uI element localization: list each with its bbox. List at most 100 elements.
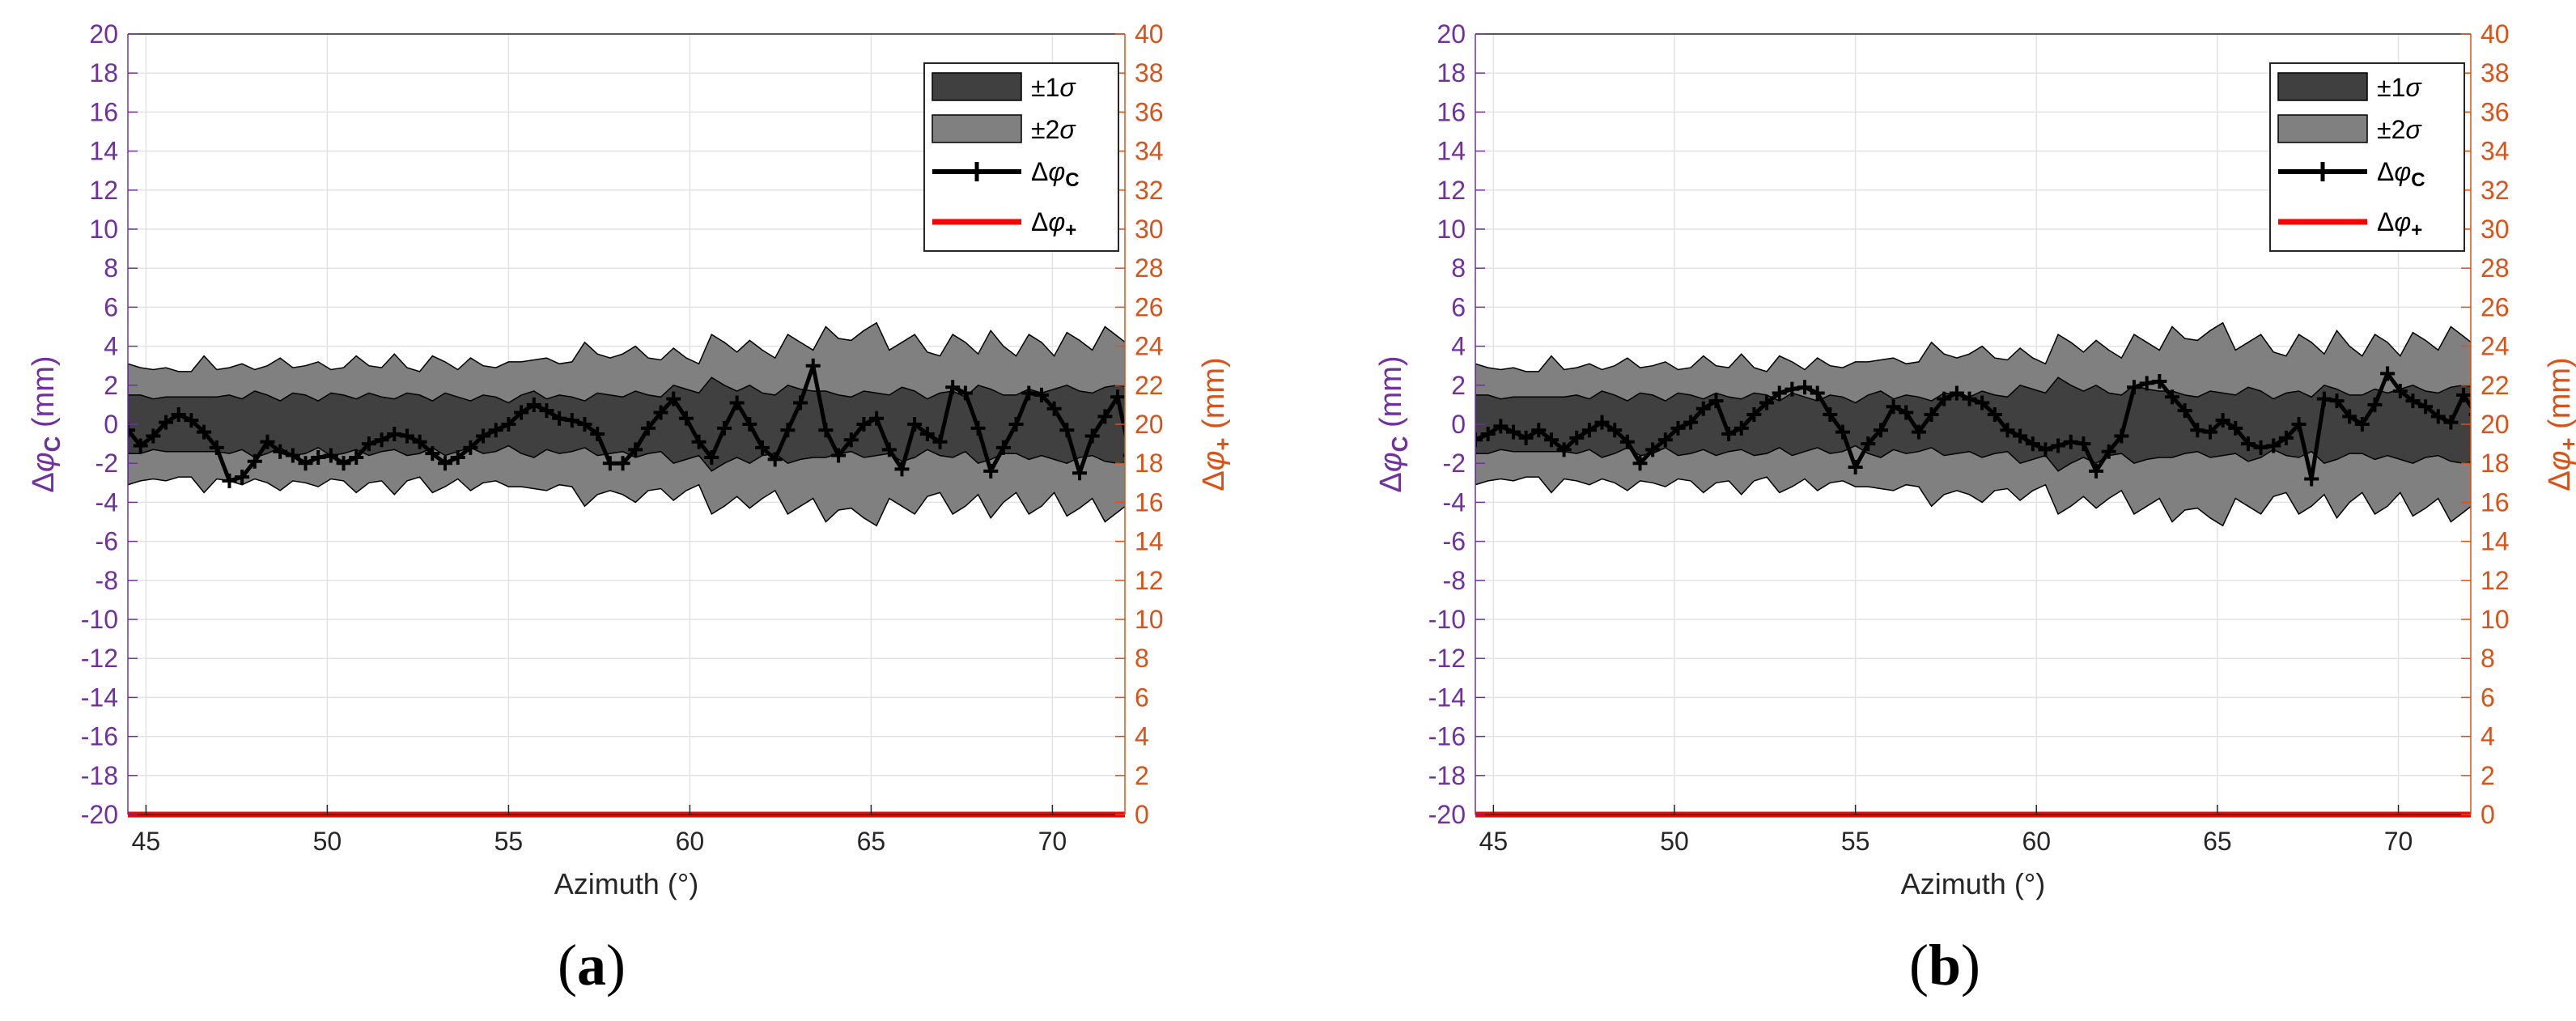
series-point-delta-phi-c (1326, 432, 1341, 447)
y-left-tick-label: 20 (89, 19, 118, 49)
series-point-delta-phi-c (1543, 432, 1559, 448)
y-right-tick-label: 24 (2481, 332, 2510, 361)
x-tick-label: 70 (1038, 827, 1067, 856)
y-left-tick-label: 16 (89, 97, 118, 126)
chart-panel-a: 45 50 55 60 65 70-20-18-16-14-12-10-8-6-4-202… (27, 19, 1429, 900)
series-point-delta-phi-c (945, 380, 961, 395)
legend-label: ΔφC (2377, 157, 2425, 191)
series-point-delta-phi-c (235, 470, 250, 485)
series-point-delta-phi-c (184, 413, 199, 428)
series-point-delta-phi-c (742, 417, 758, 432)
series-point-delta-phi-c (1734, 420, 1749, 436)
y-left-tick-label: 8 (1451, 253, 1466, 283)
y-right-tick-label: 18 (2481, 449, 2510, 478)
y-right-tick-label: 40 (2481, 19, 2510, 49)
series-point-delta-phi-c (412, 434, 427, 449)
y-left-axis-label: ΔφC (mm) (27, 355, 65, 492)
y-right-tick-label: 26 (1135, 292, 1164, 321)
y-right-tick-label: 12 (2481, 566, 2510, 595)
series-point-delta-phi-c (273, 444, 288, 459)
series-point-delta-phi-c (2000, 423, 2015, 438)
panel-caption: (b) (1909, 933, 1980, 998)
y-right-tick-label: 36 (2481, 97, 2510, 126)
y-right-tick-label: 14 (2481, 527, 2510, 556)
band-1sigma (1475, 376, 2471, 472)
series-point-delta-phi-c (729, 395, 745, 411)
legend-swatch-2sigma (2277, 114, 2368, 143)
y-right-tick-label: 24 (1135, 332, 1164, 361)
series-point-delta-phi-c (1645, 442, 1661, 457)
y-right-axis-label: Δφ+ (mm) (1197, 357, 1235, 491)
x-tick-label: 55 (1841, 827, 1870, 856)
x-tick-label: 70 (2384, 827, 2413, 856)
series-point-delta-phi-c (374, 432, 389, 448)
series-point-delta-phi-c (1173, 440, 1188, 455)
series-point-delta-phi-c (336, 456, 351, 471)
series-point-delta-phi-c (691, 434, 707, 449)
series-point-delta-phi-c (425, 446, 440, 462)
y-right-tick-label: 12 (1135, 566, 1164, 595)
y-left-tick-label: 16 (1437, 97, 1466, 126)
y-left-tick-label: 2 (104, 371, 118, 400)
series-point-delta-phi-c (2316, 391, 2332, 406)
y-left-tick-label: 18 (89, 58, 118, 87)
series-point-delta-phi-c (2190, 423, 2205, 438)
series-point-delta-phi-c (323, 448, 338, 463)
series-point-delta-phi-c (2089, 463, 2104, 479)
series-point-delta-phi-c (894, 462, 910, 477)
series-point-delta-phi-c (146, 428, 161, 444)
y-left-tick-label: -12 (81, 644, 118, 673)
chart-panel-b: 45 50 55 60 65 70-20-18-16-14-12-10-8-6-4-202… (1374, 19, 2576, 900)
series-point-delta-phi-c (514, 405, 529, 420)
series-point-delta-phi-c (1911, 424, 1926, 440)
series-point-delta-phi-c (2127, 380, 2142, 395)
series-point-delta-phi-c (1415, 456, 1429, 470)
series-point-delta-phi-c (983, 463, 999, 479)
y-right-tick-label: 6 (1135, 683, 1149, 712)
series-point-delta-phi-c (197, 424, 212, 440)
series-point-delta-phi-c (128, 423, 135, 438)
series-point-delta-phi-c (2304, 471, 2319, 487)
series-point-delta-phi-c (2152, 373, 2167, 389)
y-left-tick-label: -8 (1443, 566, 1466, 595)
legend: ±1σ ±2σ ΔφC Δφ+ (2269, 62, 2465, 252)
y-left-tick-label: -14 (81, 683, 118, 712)
series-point-delta-phi-c (1924, 406, 1939, 422)
series-point-delta-phi-c (501, 417, 516, 432)
y-left-tick-label: 0 (1451, 410, 1466, 439)
legend-label: ±1σ (1031, 73, 1076, 102)
series-point-delta-phi-c (2380, 366, 2396, 381)
series-point-delta-phi-c (1835, 424, 1850, 440)
y-right-tick-label: 28 (2481, 253, 2510, 283)
y-right-tick-label: 34 (2481, 137, 2510, 166)
series-point-delta-phi-c (2405, 394, 2421, 409)
series-line-delta-phi-c (128, 364, 1125, 483)
series-point-delta-phi-c (488, 423, 503, 438)
x-tick-label: 50 (1660, 827, 1689, 856)
series-point-delta-phi-c (361, 436, 376, 452)
y-left-tick-label: -18 (81, 761, 118, 790)
x-axis-label: Azimuth (°) (554, 867, 698, 900)
y-right-axis-label: Δφ+ (mm) (2543, 357, 2576, 491)
series-point-delta-phi-c (1033, 387, 1049, 402)
y-right-tick-label: 30 (1135, 215, 1164, 244)
series-point-delta-phi-c (1873, 423, 1888, 438)
y-left-tick-label: -6 (1443, 527, 1466, 556)
y-left-tick-label: 8 (104, 253, 118, 283)
y-right-tick-label: 0 (1135, 800, 1149, 829)
series-point-delta-phi-c (1987, 406, 2002, 422)
y-right-tick-label: 8 (1135, 644, 1149, 673)
series-point-delta-phi-c (932, 434, 948, 449)
series-point-delta-phi-c (1059, 423, 1075, 438)
y-right-tick-label: 4 (1135, 722, 1149, 751)
series-point-delta-phi-c (2456, 387, 2471, 402)
y-right-tick-label: 32 (2481, 176, 2510, 205)
legend-swatch-1sigma (932, 72, 1022, 101)
series-point-delta-phi-c (856, 417, 872, 432)
series-point-delta-phi-c (1313, 450, 1328, 465)
y-left-tick-label: -12 (1428, 644, 1466, 673)
y-left-tick-label: 10 (1437, 215, 1466, 244)
x-tick-label: 60 (2022, 827, 2051, 856)
series-point-delta-phi-c (1493, 419, 1509, 434)
series-point-delta-phi-c (2038, 442, 2053, 457)
